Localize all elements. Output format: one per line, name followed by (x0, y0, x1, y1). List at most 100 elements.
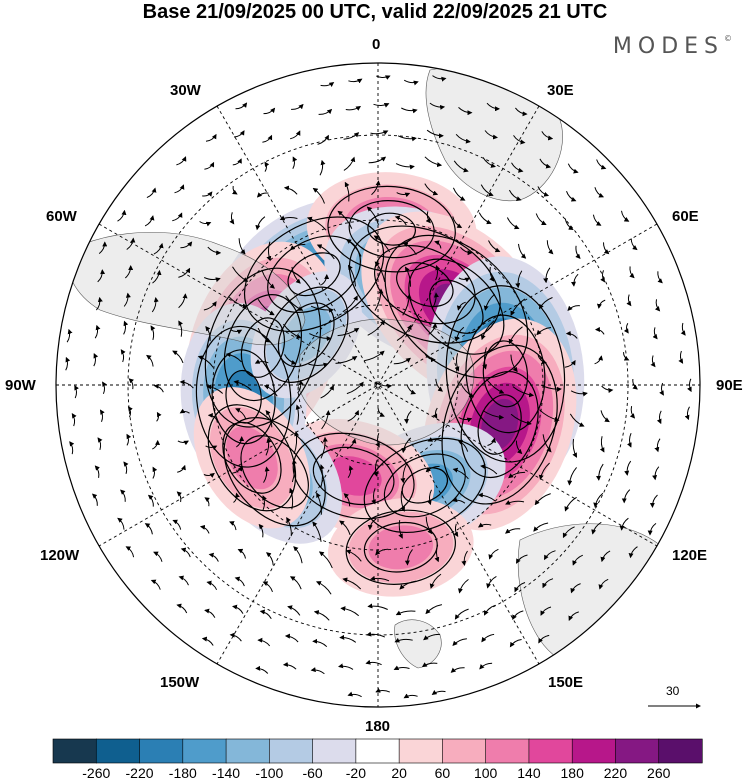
wind-arrow (312, 187, 325, 204)
wind-arrow (263, 384, 278, 397)
wind-arrow (539, 158, 552, 169)
wind-arrow (123, 461, 129, 474)
wind-arrow (177, 464, 186, 473)
wind-arrow (404, 549, 413, 566)
wind-arrow (572, 438, 577, 458)
wind-arrow (344, 181, 350, 202)
wind-arrow (257, 327, 271, 343)
wind-arrow (343, 493, 351, 507)
colorbar-tick-label: -180 (168, 765, 197, 781)
wind-arrow (320, 82, 335, 87)
wind-arrow (292, 156, 298, 169)
wind-arrow (594, 187, 605, 198)
wind-arrow (374, 261, 386, 282)
wind-arrow (348, 78, 363, 84)
colorbar-tick-label: 140 (517, 765, 541, 781)
wind-arrow (147, 494, 154, 507)
contour-ring (367, 212, 416, 246)
wind-arrow (66, 328, 73, 343)
wind-arrow (320, 274, 330, 286)
wind-arrow (315, 581, 332, 595)
wind-arrow (178, 320, 183, 337)
wind-arrow (235, 102, 248, 110)
wind-arrow (178, 267, 191, 278)
wind-arrow (515, 440, 523, 455)
wind-arrow (652, 327, 658, 340)
contour-ring (445, 285, 566, 463)
wind-arrow (319, 464, 325, 488)
lon-label-60w: 60W (46, 208, 77, 225)
wind-arrow (395, 163, 415, 170)
wind-arrow (205, 326, 211, 342)
brand-logo: MODES© (613, 34, 732, 59)
wind-arrow (575, 245, 581, 259)
wind-arrow (458, 416, 473, 423)
wind-arrow (542, 578, 554, 589)
wind-arrow (178, 293, 188, 309)
wind-arrow (480, 464, 498, 475)
wind-arrow (374, 288, 384, 311)
wind-arrow (313, 610, 330, 621)
wind-arrow (649, 494, 658, 508)
wind-arrow (232, 266, 249, 282)
wind-arrow (591, 521, 602, 535)
wind-arrow (508, 471, 526, 479)
wind-arrow (452, 187, 466, 201)
wind-arrow (599, 436, 605, 453)
wind-arrow (285, 295, 304, 311)
wind-arrow (425, 516, 433, 535)
colorbar-cell (269, 738, 314, 764)
colorbar-cell (312, 738, 357, 764)
wind-arrow (572, 554, 583, 566)
wind-arrow (427, 437, 442, 442)
wind-arrow (508, 326, 523, 345)
page-title: Base 21/09/2025 00 UTC, valid 22/09/2025… (142, 1, 608, 23)
wind-arrow (262, 134, 273, 143)
wind-arrow (204, 608, 216, 618)
wind-arrow (510, 413, 532, 426)
wind-arrow (152, 439, 161, 450)
colorbar-tick-label: 220 (603, 765, 628, 781)
wind-arrow (347, 264, 356, 287)
wind-arrow (232, 185, 238, 195)
anomaly-pos-120w (193, 387, 311, 529)
wind-arrow (366, 206, 379, 225)
wind-arrow (65, 356, 71, 371)
wind-arrow (347, 465, 354, 478)
wind-arrow (562, 526, 575, 539)
wind-arrow (628, 546, 638, 559)
wind-arrow (204, 161, 215, 170)
colorbar-tick-label: 20 (391, 765, 407, 781)
wind-arrow (117, 517, 125, 530)
wind-arrow (318, 108, 333, 115)
wind-arrow (71, 413, 77, 427)
wind-arrow (544, 550, 556, 561)
wind-arrow (375, 688, 391, 693)
wind-arrow (364, 350, 385, 362)
wind-arrow (172, 350, 184, 364)
wind-arrow (510, 354, 518, 373)
wind-arrow (483, 293, 496, 311)
wind-arrow (429, 573, 442, 589)
contour-ring (204, 267, 322, 428)
wind-arrow (368, 156, 387, 164)
wind-arrow (153, 242, 164, 255)
wind-arrow (179, 379, 194, 389)
wind-arrow (346, 381, 364, 395)
lon-label-180: 180 (365, 718, 391, 735)
contour-ring (465, 314, 546, 434)
wind-arrow (453, 160, 469, 173)
colorbar-cell (52, 738, 97, 764)
wind-arrow (126, 237, 136, 250)
wind-arrow (203, 472, 215, 478)
wind-arrow (567, 163, 579, 174)
lon-label-30w: 30W (170, 82, 201, 99)
wind-arrow (312, 638, 328, 648)
wind-arrow (284, 633, 299, 643)
wind-arrow (601, 385, 614, 393)
wind-arrow (630, 238, 638, 251)
graticule (56, 63, 700, 707)
wind-arrow (225, 352, 242, 363)
wind-arrow (343, 132, 360, 140)
south-america-landmass (67, 232, 306, 346)
